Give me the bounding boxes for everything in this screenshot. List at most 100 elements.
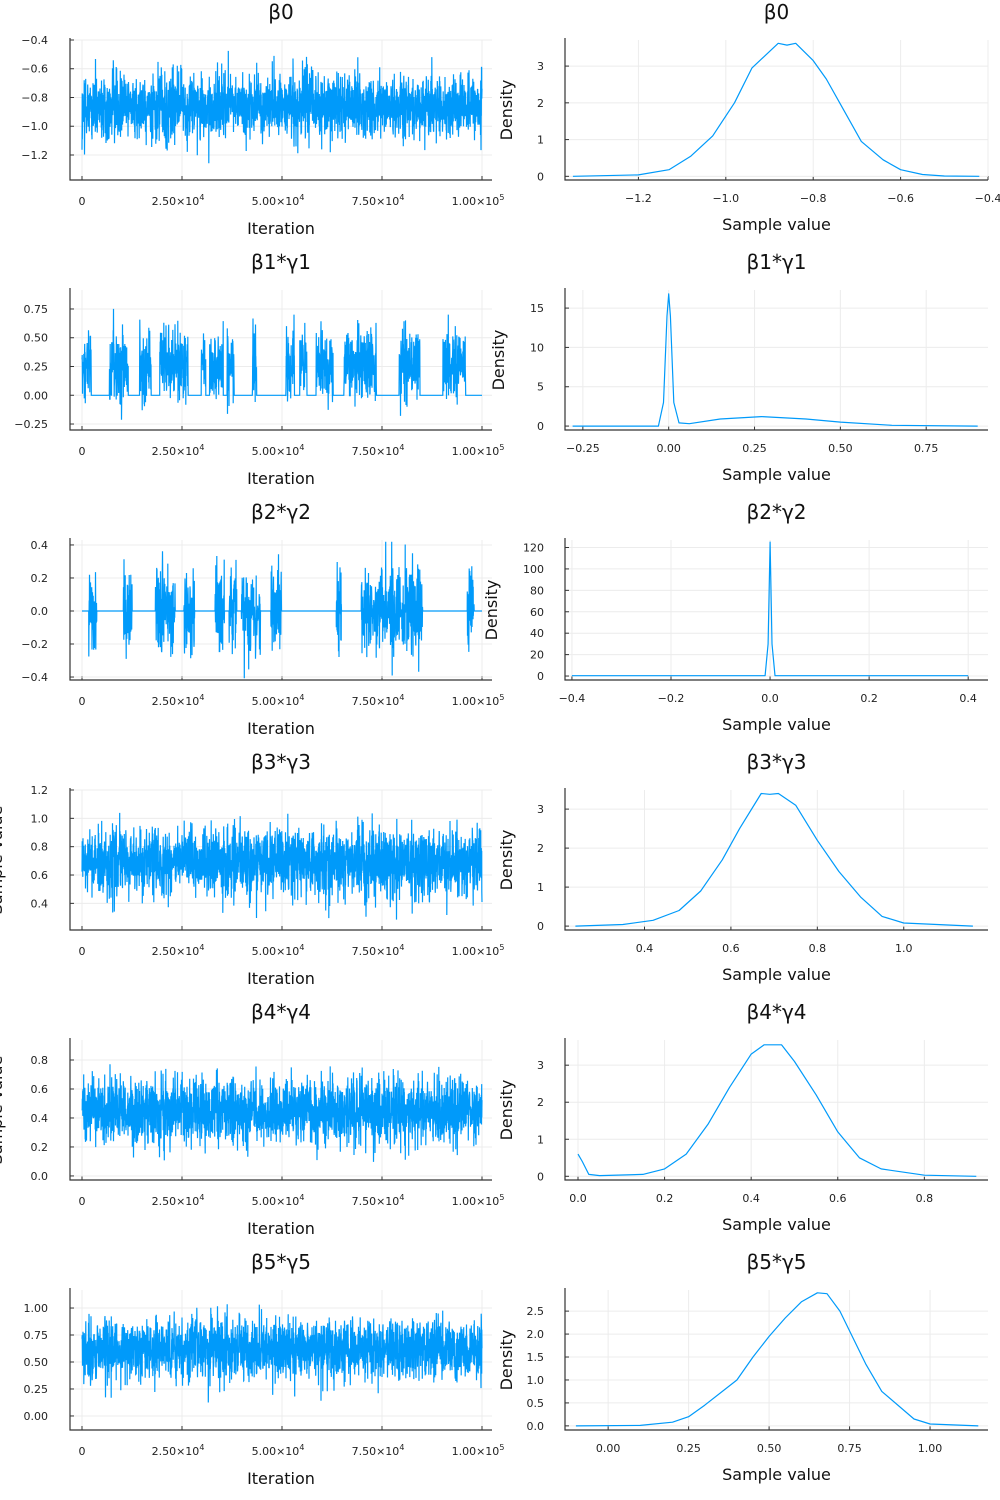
x-axis-label: Sample value bbox=[722, 1465, 831, 1484]
y-tick-label: 2 bbox=[537, 97, 544, 110]
y-tick-label: 1.00 bbox=[24, 1302, 49, 1315]
y-tick-label: 2 bbox=[537, 1096, 544, 1109]
density-panel: −0.4 −0.2 0.0 0.2 0.4 0 20 40 60 80 100 120 β2*γ2 Sam… bbox=[482, 500, 988, 734]
y-tick-label: 60 bbox=[530, 606, 544, 619]
axis-frame bbox=[69, 38, 492, 181]
y-tick-label: −0.25 bbox=[14, 418, 48, 431]
y-tick-label: 3 bbox=[537, 60, 544, 73]
axis-frame bbox=[564, 788, 988, 931]
panel-title: β1*γ1 bbox=[746, 250, 806, 274]
panel-title: β0 bbox=[268, 0, 294, 24]
panel-title: β4*γ4 bbox=[746, 1000, 806, 1024]
density-panel: 0.4 0.6 0.8 1.0 0 1 2 3 β3*γ3 Sample value Density bbox=[497, 750, 988, 984]
x-tick-label: 0.6 bbox=[829, 1192, 847, 1205]
x-tick-label: −0.8 bbox=[800, 192, 827, 205]
x-tick-label: 1.00×105 bbox=[452, 1193, 505, 1208]
y-axis-label: Density bbox=[482, 580, 501, 641]
x-axis-label: Iteration bbox=[247, 1469, 315, 1488]
x-tick-label: 7.50×104 bbox=[352, 443, 405, 458]
trace-panel: 0 2.50×104 5.00×104 7.50×104 1.00×105 0.8 0.6 0… bbox=[0, 1000, 504, 1238]
tick-exponent: 5 bbox=[499, 693, 504, 702]
tick-exponent: 4 bbox=[299, 1193, 304, 1202]
x-tick-label: 1.00×105 bbox=[452, 943, 505, 958]
y-tick-label: 0.50 bbox=[24, 1356, 49, 1369]
y-tick-label: 0.25 bbox=[24, 1383, 49, 1396]
x-tick-label: 0 bbox=[79, 945, 86, 958]
tick-exponent: 5 bbox=[499, 1443, 504, 1452]
x-tick-label: −0.2 bbox=[658, 692, 685, 705]
y-tick-label: 0 bbox=[537, 670, 544, 683]
y-tick-label: 15 bbox=[530, 302, 544, 315]
x-tick-label: 0 bbox=[79, 1195, 86, 1208]
x-tick-label: 0.2 bbox=[656, 1192, 674, 1205]
x-tick-label: 0.4 bbox=[742, 1192, 760, 1205]
panel-title: β0 bbox=[764, 0, 790, 24]
x-tick-label: 5.00×104 bbox=[252, 943, 305, 958]
y-tick-label: 0.25 bbox=[24, 360, 49, 373]
y-tick-label: 1.2 bbox=[31, 784, 49, 797]
y-tick-label: 0.8 bbox=[31, 841, 49, 854]
tick-exponent: 4 bbox=[399, 193, 404, 202]
y-tick-label: 0.00 bbox=[24, 1410, 49, 1423]
x-tick-label: −0.4 bbox=[559, 692, 586, 705]
density-panel: −1.2 −1.0 −0.8 −0.6 −0.4 0 1 2 3 β0 Sample value De… bbox=[497, 0, 1000, 234]
x-tick-label: 0 bbox=[79, 195, 86, 208]
x-tick-label: 0 bbox=[79, 1445, 86, 1458]
x-tick-label: 2.50×104 bbox=[152, 943, 205, 958]
y-axis-label: Density bbox=[497, 1330, 516, 1391]
density-curve bbox=[571, 541, 969, 677]
y-tick-label: 1.0 bbox=[527, 1374, 545, 1387]
axis-frame bbox=[564, 538, 988, 681]
tick-exponent: 4 bbox=[399, 943, 404, 952]
x-tick-label: 0.75 bbox=[837, 1442, 862, 1455]
panel-title: β5*γ5 bbox=[251, 1250, 311, 1274]
y-tick-label: 2 bbox=[537, 842, 544, 855]
x-tick-label: 0.4 bbox=[636, 942, 654, 955]
y-axis-label: Density bbox=[489, 330, 508, 391]
tick-exponent: 4 bbox=[399, 1193, 404, 1202]
x-tick-label: 0.4 bbox=[959, 692, 977, 705]
y-axis-label: Sample value bbox=[0, 806, 6, 915]
density-panel: −0.25 0.00 0.25 0.50 0.75 0 5 10 15 β1*γ1 Sample v… bbox=[489, 250, 988, 484]
x-axis-label: Sample value bbox=[722, 965, 831, 984]
y-tick-label: 0.50 bbox=[24, 332, 49, 345]
tick-exponent: 4 bbox=[299, 193, 304, 202]
trace-line bbox=[81, 1064, 483, 1162]
y-tick-label: 0 bbox=[537, 170, 544, 183]
axis-frame bbox=[69, 1038, 492, 1181]
x-tick-label: 1.00×105 bbox=[452, 693, 505, 708]
tick-exponent: 4 bbox=[299, 943, 304, 952]
x-tick-label: −0.4 bbox=[975, 192, 1000, 205]
panel-title: β3*γ3 bbox=[746, 750, 806, 774]
x-axis-label: Sample value bbox=[722, 715, 831, 734]
panel-title: β2*γ2 bbox=[251, 500, 311, 524]
y-tick-label: 3 bbox=[537, 803, 544, 816]
tick-exponent: 4 bbox=[299, 443, 304, 452]
x-axis-label: Iteration bbox=[247, 719, 315, 738]
tick-exponent: 4 bbox=[399, 1443, 404, 1452]
y-tick-label: −0.4 bbox=[21, 671, 48, 684]
y-tick-label: 40 bbox=[530, 627, 544, 640]
x-tick-label: 5.00×104 bbox=[252, 193, 305, 208]
tick-exponent: 4 bbox=[199, 693, 204, 702]
y-tick-label: 0.5 bbox=[527, 1397, 545, 1410]
x-tick-label: 0.6 bbox=[722, 942, 740, 955]
y-tick-label: 0.0 bbox=[31, 605, 49, 618]
x-tick-label: 7.50×104 bbox=[352, 193, 405, 208]
y-tick-label: 0.0 bbox=[527, 1420, 545, 1433]
trace-panel: 0 2.50×104 5.00×104 7.50×104 1.00×105 1.00 0.7… bbox=[24, 1250, 505, 1488]
axis-frame bbox=[564, 38, 988, 181]
y-tick-label: 0.75 bbox=[24, 1329, 49, 1342]
density-curve bbox=[572, 293, 978, 427]
x-tick-label: 0.8 bbox=[809, 942, 827, 955]
density-curve bbox=[575, 792, 973, 927]
tick-exponent: 5 bbox=[499, 443, 504, 452]
x-axis-label: Iteration bbox=[247, 469, 315, 488]
x-tick-label: 1.0 bbox=[895, 942, 913, 955]
y-tick-label: 1 bbox=[537, 1133, 544, 1146]
y-tick-label: 10 bbox=[530, 341, 544, 354]
y-tick-label: 1.5 bbox=[527, 1351, 545, 1364]
tick-exponent: 4 bbox=[299, 1443, 304, 1452]
x-tick-label: 7.50×104 bbox=[352, 943, 405, 958]
